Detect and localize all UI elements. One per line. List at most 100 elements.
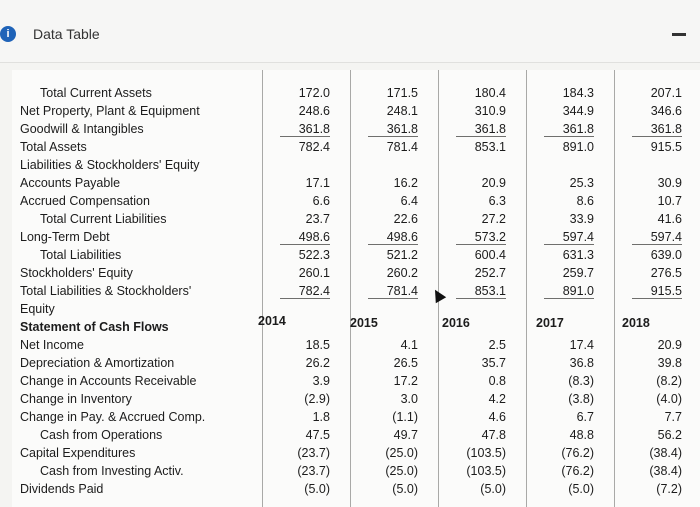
column-divider [614,70,615,507]
table-cell: 781.4 [386,140,418,154]
table-cell [436,156,506,174]
row-label: Cash from Operations [40,428,163,442]
table-cell: (4.0) [656,392,682,406]
table-cell: (5.0) [304,482,330,496]
row-label: Dividends Paid [20,482,104,496]
table-cell: 17.4 [569,338,594,352]
table-cell: 25.3 [569,176,594,190]
row-label: Accounts Payable [20,176,121,190]
total-underline [280,244,330,245]
table-cell: 0.8 [488,374,506,388]
table-cell: 56.2 [657,428,682,442]
table-cell: 17.1 [305,176,330,190]
table-cell: 23.7 [305,212,330,226]
table-cell: (76.2) [561,464,594,478]
row-label: Total Assets [20,140,87,154]
table-cell: 782.4 [298,284,330,298]
table-cell: 16.2 [393,176,418,190]
row-label: Net Income [20,338,84,352]
table-cell: 361.8 [386,122,418,136]
table-cell: 20.9 [657,338,682,352]
table-cell: 891.0 [562,140,594,154]
table-cell: 41.6 [657,212,682,226]
table-cell: (8.3) [568,374,594,388]
table-cell: (8.2) [656,374,682,388]
table-cell: 18.5 [305,338,330,352]
table-cell: 47.8 [481,428,506,442]
table-cell: 20.9 [481,176,506,190]
column-divider [262,70,263,507]
table-cell: 49.7 [393,428,418,442]
total-underline [544,244,594,245]
table-cell: 361.8 [650,122,682,136]
row-label: Goodwill & Intangibles [20,122,144,136]
info-icon[interactable]: i [0,26,16,42]
table-cell: 6.6 [312,194,330,208]
table-cell: (7.2) [656,482,682,496]
table-cell: 48.8 [569,428,594,442]
table-cell: (23.7) [297,446,330,460]
table-cell: (38.4) [649,446,682,460]
table-cell: 4.1 [400,338,418,352]
row-label: Total Current Liabilities [40,212,167,226]
table-cell: (25.0) [385,464,418,478]
table-cell: 891.0 [562,284,594,298]
table-cell: 35.7 [481,356,506,370]
total-underline [368,136,418,137]
window-title: Data Table [33,26,100,42]
data-table: Total Current Assets 172.0 171.5 180.4 184.3… [12,70,700,507]
table-cell: 259.7 [562,266,594,280]
table-cell: (25.0) [385,446,418,460]
year-header: 2015 [350,316,378,330]
table-cell: 22.6 [393,212,418,226]
table-cell: 260.2 [386,266,418,280]
total-underline [280,136,330,137]
total-underline [456,244,506,245]
table-cell: 39.8 [657,356,682,370]
table-cell: 26.5 [393,356,418,370]
table-cell: 26.2 [305,356,330,370]
row-label: Change in Accounts Receivable [20,374,197,388]
row-label: Stockholders' Equity [20,266,133,280]
table-cell: 346.6 [650,104,682,118]
table-cell: 600.4 [474,248,506,262]
table-cell: 6.7 [576,410,594,424]
table-cell: (76.2) [561,446,594,460]
table-cell: 853.1 [474,140,506,154]
row-label: Liabilities & Stockholders' Equity [20,158,200,172]
row-label: Statement of Cash Flows [20,320,169,334]
table-cell: 1.8 [312,410,330,424]
row-label: Long-Term Debt [20,230,110,244]
table-cell: 10.7 [657,194,682,208]
table-cell: 782.4 [298,140,330,154]
table-cell: 781.4 [386,284,418,298]
table-cell: (1.1) [392,410,418,424]
row-label: Total Liabilities & Stockholders' [20,284,192,298]
table-cell: 30.9 [657,176,682,190]
table-cell: 207.1 [650,86,682,100]
table-cell: 180.4 [474,86,506,100]
table-cell: 8.6 [576,194,594,208]
table-cell: 3.0 [400,392,418,406]
table-cell: 573.2 [474,230,506,244]
table-cell: 248.1 [386,104,418,118]
row-label: Depreciation & Amortization [20,356,175,370]
total-underline [456,298,506,299]
table-cell: 6.3 [488,194,506,208]
title-bar: i Data Table [0,0,700,63]
year-header: 2016 [442,316,470,330]
table-cell: 521.2 [386,248,418,262]
row-label: Accrued Compensation [20,194,150,208]
table-cell: 639.0 [650,248,682,262]
table-cell: 27.2 [481,212,506,226]
table-cell: 4.6 [488,410,506,424]
column-divider [526,70,527,507]
table-cell [348,156,418,174]
total-underline [632,298,682,299]
minimize-icon[interactable] [672,24,686,40]
table-cell: 252.7 [474,266,506,280]
table-cell: (2.9) [304,392,330,406]
row-label: Equity [20,302,55,316]
table-cell: 184.3 [562,86,594,100]
total-underline [632,136,682,137]
